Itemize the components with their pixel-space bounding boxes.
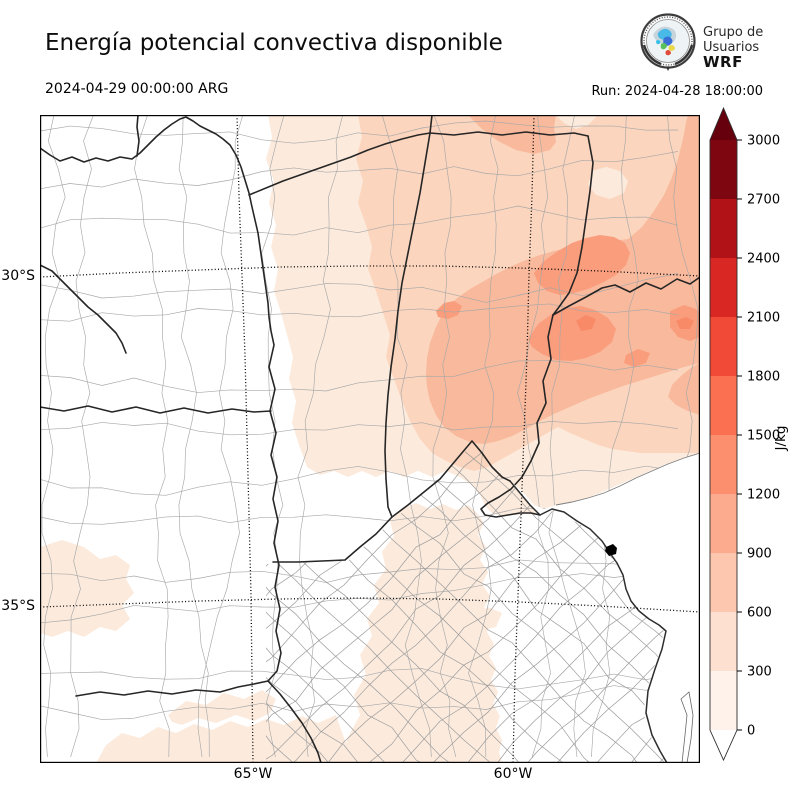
rio-de-la-plata bbox=[509, 452, 700, 763]
svg-text:900: 900 bbox=[747, 547, 772, 562]
lon-tick-65W: 65°W bbox=[233, 766, 273, 782]
svg-text:0: 0 bbox=[747, 724, 755, 739]
svg-text:2400: 2400 bbox=[747, 252, 780, 267]
colorbar-tick-labels: 3000 2700 2400 2100 1800 1500 1200 900 6… bbox=[747, 134, 780, 739]
svg-text:2100: 2100 bbox=[747, 311, 780, 326]
lat-tick-30S: 30°S bbox=[1, 268, 35, 284]
colorbar-extend-arrow-top bbox=[710, 108, 737, 140]
logo-line-1: Grupo de bbox=[703, 25, 764, 40]
svg-text:1200: 1200 bbox=[747, 488, 780, 503]
lat-tick-35S: 35°S bbox=[1, 598, 35, 614]
colorbar-extend-arrow-bottom bbox=[710, 730, 737, 760]
svg-text:1800: 1800 bbox=[747, 370, 780, 385]
logo-line-2: Usuarios bbox=[703, 40, 760, 55]
gridline-65W bbox=[236, 115, 254, 763]
gridline-30S bbox=[40, 265, 700, 278]
svg-text:300: 300 bbox=[747, 665, 772, 680]
colorbar-ticks bbox=[737, 139, 742, 731]
logo-line-3: WRF bbox=[703, 53, 743, 71]
wrf-users-group-logo-icon bbox=[640, 13, 696, 71]
north-bank-line bbox=[555, 452, 700, 506]
svg-text:600: 600 bbox=[747, 606, 772, 621]
cape-shading bbox=[40, 115, 700, 763]
colorbar-segments bbox=[710, 140, 737, 730]
valid-time-label: 2024-04-29 00:00:00 ARG bbox=[45, 81, 229, 97]
lon-tick-60W: 60°W bbox=[493, 766, 533, 782]
run-time-label: Run: 2024-04-28 18:00:00 bbox=[591, 84, 763, 99]
colorbar: 3000 2700 2400 2100 1800 1500 1200 900 6… bbox=[709, 106, 789, 762]
svg-text:1500: 1500 bbox=[747, 429, 780, 444]
latlon-grid bbox=[40, 115, 700, 763]
coastal-spit bbox=[680, 691, 694, 763]
coastline bbox=[509, 480, 668, 763]
map-frame bbox=[40, 115, 700, 763]
gridline-60W bbox=[512, 115, 535, 763]
page-title: Energía potencial convectiva disponible bbox=[45, 30, 503, 56]
gridline-35S bbox=[40, 597, 700, 613]
svg-text:2700: 2700 bbox=[747, 193, 780, 208]
province-borders bbox=[40, 115, 700, 763]
svg-text:3000: 3000 bbox=[747, 134, 780, 149]
buenos-aires-city-marker bbox=[605, 544, 617, 556]
logo-text: Grupo de Usuarios WRF bbox=[703, 25, 763, 70]
water-area bbox=[510, 453, 700, 763]
colorbar-unit-label: J/kg bbox=[773, 426, 789, 452]
cape-map bbox=[40, 115, 700, 763]
